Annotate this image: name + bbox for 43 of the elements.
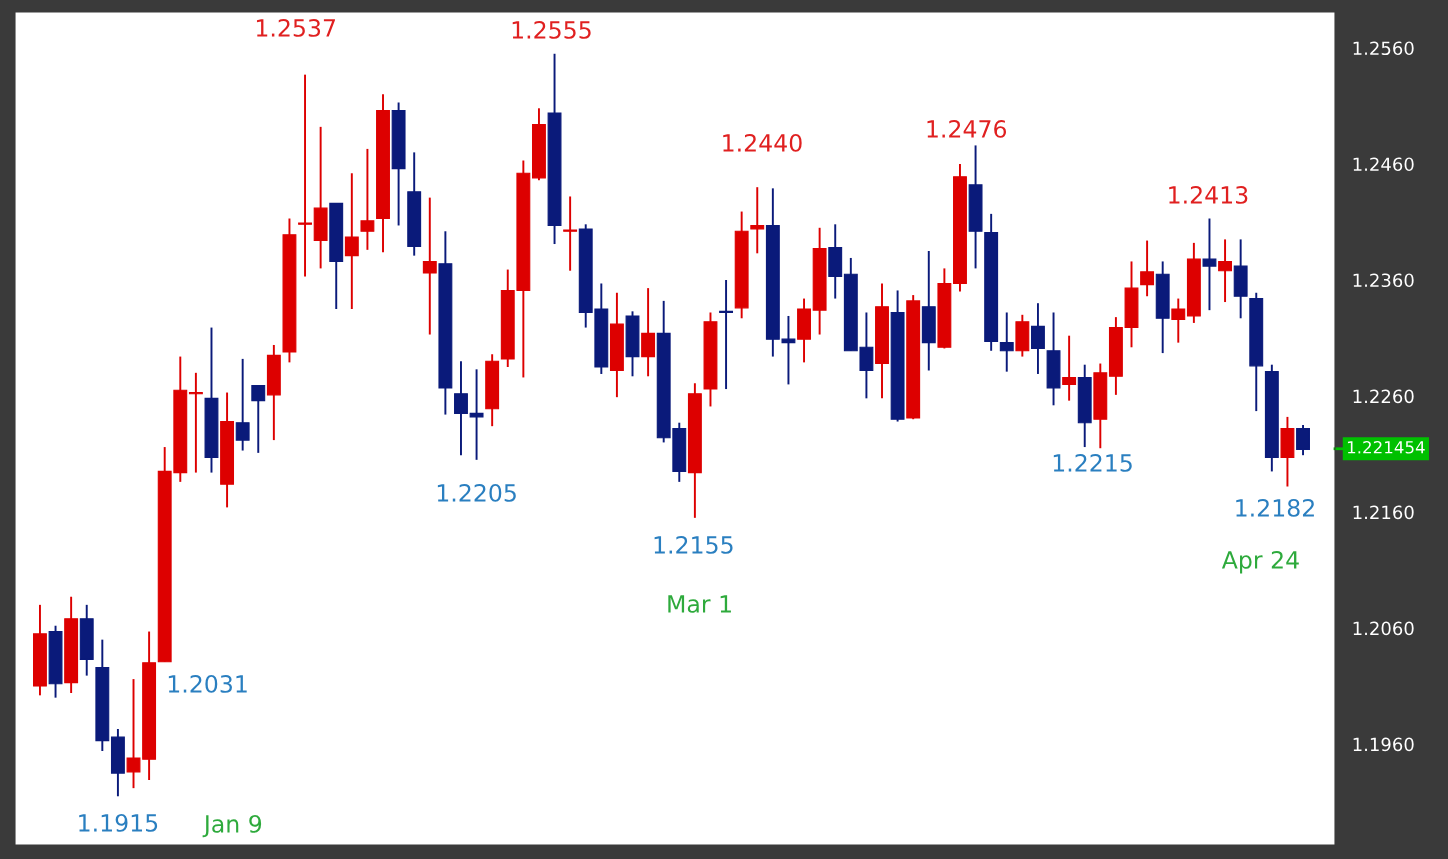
candlestick bbox=[422, 196, 437, 336]
y-tick-label: 1.2560 bbox=[1353, 41, 1414, 56]
ref-line-label: 1.221454 bbox=[1347, 440, 1425, 454]
candlestick bbox=[750, 186, 765, 255]
annotation: 1.2555 bbox=[512, 20, 591, 39]
candlestick bbox=[1202, 217, 1217, 312]
candlestick bbox=[1030, 302, 1045, 375]
annotation: 1.2182 bbox=[1236, 498, 1314, 517]
y-tick-label: 1.2060 bbox=[1353, 621, 1414, 636]
candlestick bbox=[1140, 239, 1155, 298]
candlestick bbox=[999, 311, 1014, 373]
candlestick bbox=[251, 384, 266, 454]
candlestick bbox=[1062, 334, 1077, 402]
y-tick-label: 1.2260 bbox=[1353, 389, 1414, 404]
annotation: 1.1915 bbox=[79, 813, 158, 832]
y-tick-label: 1.2360 bbox=[1353, 273, 1414, 288]
candlestick bbox=[563, 195, 578, 272]
y-tick-label: 1.2460 bbox=[1353, 157, 1414, 172]
candlestick bbox=[1218, 238, 1233, 304]
annotation: 1.2476 bbox=[927, 119, 1007, 138]
candlestick bbox=[641, 287, 656, 378]
candlestick bbox=[360, 147, 375, 251]
candlestick bbox=[188, 371, 203, 474]
annotation: Mar 1 bbox=[668, 595, 731, 613]
annotation: Apr 24 bbox=[1221, 550, 1299, 574]
annotation: 1.2537 bbox=[256, 18, 335, 37]
annotation: 1.2205 bbox=[437, 483, 516, 502]
annotation: 1.2413 bbox=[1169, 185, 1248, 204]
candlestick bbox=[469, 368, 484, 461]
y-tick-label: 1.1960 bbox=[1353, 737, 1414, 752]
candlestick bbox=[1296, 424, 1310, 457]
annotation: 1.2215 bbox=[1053, 453, 1132, 472]
annotation: Jan 9 bbox=[202, 814, 262, 838]
candlestick bbox=[719, 279, 734, 391]
candlestick bbox=[344, 172, 359, 310]
y-tick-label: 1.2160 bbox=[1353, 505, 1414, 520]
candlestick bbox=[454, 360, 468, 457]
candlestick bbox=[298, 73, 312, 278]
annotation: 1.2155 bbox=[654, 535, 733, 554]
candlestick bbox=[235, 357, 250, 452]
candlestick bbox=[1171, 297, 1186, 344]
annotation: 1.2031 bbox=[168, 674, 247, 693]
annotation: 1.2440 bbox=[723, 133, 802, 152]
